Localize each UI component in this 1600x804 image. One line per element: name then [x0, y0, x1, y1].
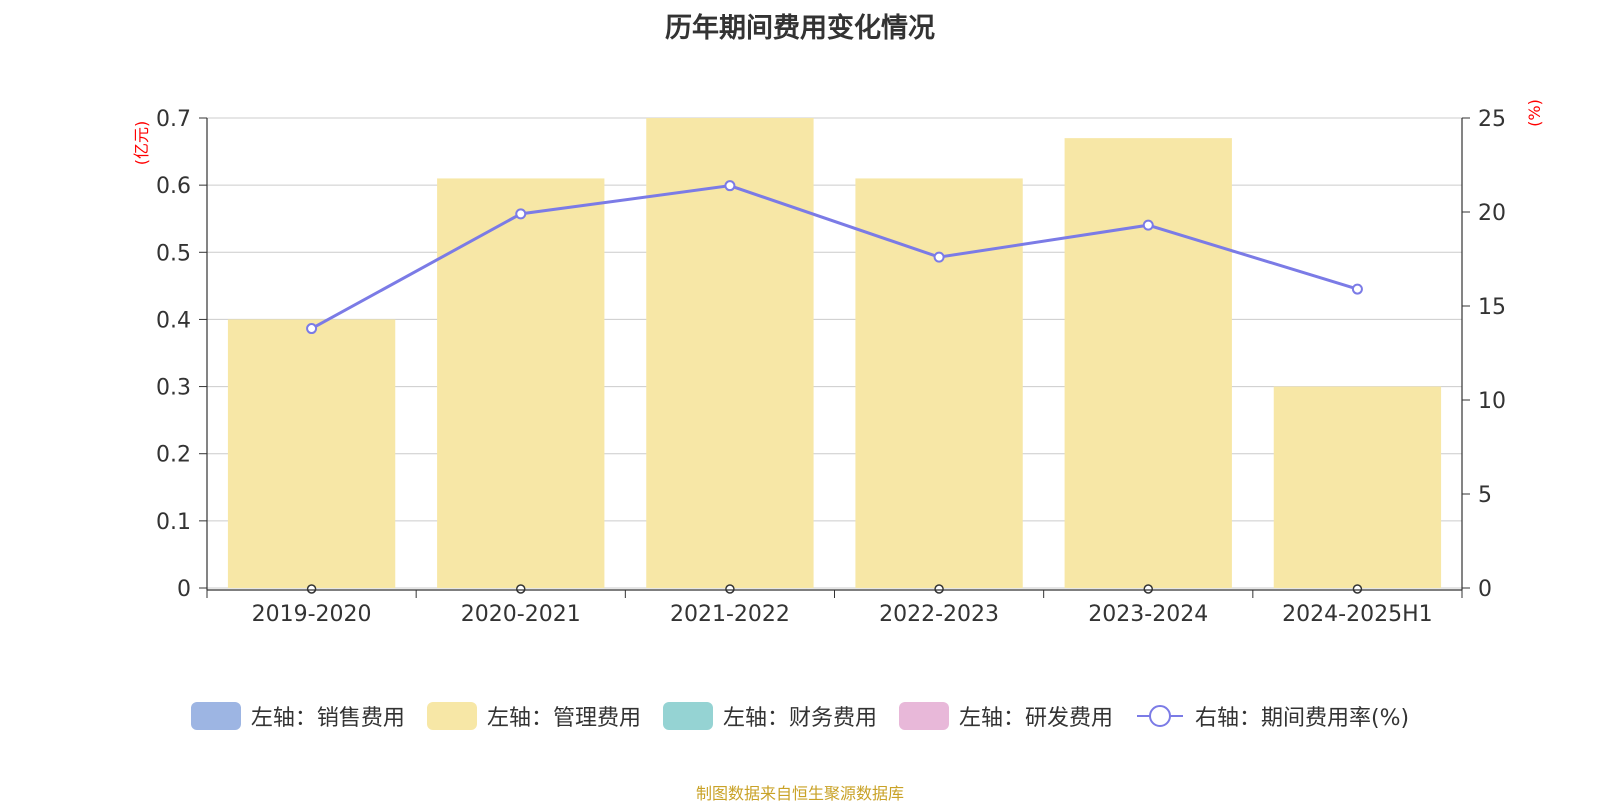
- bar-admin-5: [1064, 138, 1232, 588]
- rate-point-3: [724, 180, 736, 192]
- y-right-tick-label: 5: [1478, 483, 1492, 508]
- rate-point-2: [515, 208, 527, 220]
- rate-point-4: [933, 251, 945, 263]
- y-right-unit: (%): [1525, 99, 1544, 127]
- legend-item-rnd[interactable]: 左轴：研发费用: [898, 700, 1113, 732]
- rate-point-5: [1142, 219, 1154, 231]
- y-right-tick-label: 0: [1478, 577, 1492, 602]
- legend-item-sales[interactable]: 左轴：销售费用: [190, 700, 405, 732]
- legend-item-admin[interactable]: 左轴：管理费用: [426, 700, 641, 732]
- y-left-tick-label: 0.4: [156, 308, 191, 333]
- rate-line: [310, 184, 1358, 330]
- x-tick-label: 2023-2024: [1088, 602, 1208, 627]
- y-left-tick-label: 0.3: [156, 376, 191, 401]
- chart-title: 历年期间费用变化情况: [665, 13, 935, 44]
- zero-marker: [934, 584, 944, 594]
- y-right-tick-label: 15: [1478, 295, 1506, 320]
- y-left-tick-label: 0.2: [156, 443, 191, 468]
- y-left-tick-label: 0.6: [156, 174, 191, 199]
- legend-swatch-sales: [190, 702, 241, 730]
- x-tick-label: 2020-2021: [461, 602, 581, 627]
- source-note: 制图数据来自恒生聚源数据库: [695, 784, 904, 803]
- legend-item-rate[interactable]: 右轴：期间费用率(%): [1135, 700, 1409, 732]
- legend-swatch-finance: [662, 702, 713, 730]
- legend-item-finance[interactable]: 左轴：财务费用: [662, 700, 877, 732]
- legend-label-rnd: 左轴：研发费用: [958, 706, 1113, 731]
- y-left-tick-label: 0.1: [156, 510, 191, 535]
- y-right-tick-label: 25: [1478, 107, 1506, 132]
- zero-marker: [516, 584, 526, 594]
- bar-admin-4: [855, 178, 1023, 588]
- x-tick-label: 2022-2023: [879, 602, 999, 627]
- y-right-tick-label: 10: [1478, 389, 1506, 414]
- bar-admin-1: [227, 319, 396, 588]
- y-right-tick-label: 20: [1478, 201, 1506, 226]
- y-left-unit: (亿元): [132, 121, 151, 166]
- y-left-tick-label: 0: [177, 577, 191, 602]
- rate-point-1: [306, 323, 318, 335]
- zero-marker: [1352, 584, 1363, 594]
- legend-label-admin: 左轴：管理费用: [486, 706, 641, 731]
- chart-legend: 左轴：销售费用 左轴：管理费用 左轴：财务费用 左轴：研发费用 右轴：期间费用率…: [0, 700, 1600, 732]
- legend-label-sales: 左轴：销售费用: [250, 706, 405, 731]
- zero-marker: [725, 584, 735, 594]
- bar-admin-2: [437, 178, 605, 588]
- bar-admin-6: [1273, 386, 1442, 588]
- x-tick-label: 2021-2022: [670, 602, 790, 627]
- y-left-tick-label: 0.7: [156, 107, 191, 132]
- legend-swatch-rate: [1136, 705, 1183, 727]
- x-tick-label: 2019-2020: [252, 602, 372, 627]
- legend-swatch-rnd: [898, 702, 949, 730]
- bar-admin-3: [646, 118, 814, 588]
- rate-point-6: [1351, 283, 1363, 295]
- chart-canvas: 0 0.1 0.2 0.3 0.4 0.5 0.6 0.7 0 5 10 15 20 25 (亿元) (%) 2…: [132, 99, 1544, 627]
- zero-marker: [306, 584, 317, 594]
- legend-label-finance: 左轴：财务费用: [722, 706, 877, 731]
- legend-label-rate: 右轴：期间费用率(%): [1194, 706, 1410, 731]
- zero-marker: [1143, 584, 1153, 594]
- y-left-tick-label: 0.5: [156, 241, 191, 266]
- legend-swatch-admin: [426, 702, 477, 730]
- x-tick-label: 2024-2025H1: [1282, 602, 1432, 627]
